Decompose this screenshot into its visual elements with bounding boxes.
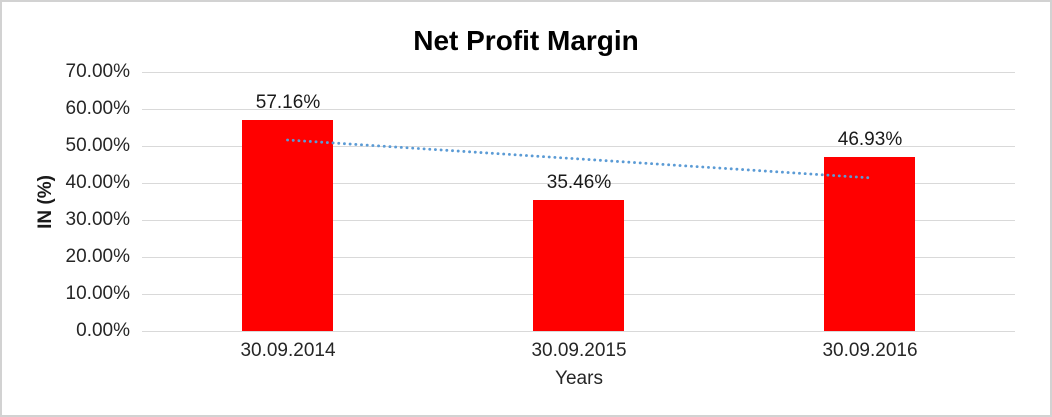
y-axis-tick-label: 10.00% [65, 283, 130, 304]
bar-30.09.2014[interactable] [242, 120, 333, 331]
bar-30.09.2016[interactable] [824, 157, 915, 331]
y-axis-tick-label: 50.00% [65, 135, 130, 156]
y-axis-tick-label: 70.00% [65, 61, 130, 82]
x-axis-tick-label: 30.09.2014 [240, 340, 336, 361]
x-axis-tick-label: 30.09.2016 [822, 340, 918, 361]
bar-30.09.2015[interactable] [533, 200, 624, 331]
gridline [142, 331, 1015, 332]
x-axis-title: Years [555, 368, 603, 389]
gridline [142, 72, 1015, 73]
y-axis-tick-label: 0.00% [76, 320, 130, 341]
data-label: 46.93% [837, 129, 903, 150]
gridline [142, 183, 1015, 184]
y-axis-tick-label: 30.00% [65, 209, 130, 230]
y-axis-tick-label: 40.00% [65, 172, 130, 193]
x-axis-tick-label: 30.09.2015 [531, 340, 627, 361]
y-axis-tick-label: 20.00% [65, 246, 130, 267]
y-axis-tick-label: 60.00% [65, 98, 130, 119]
gridline [142, 109, 1015, 110]
data-label: 35.46% [546, 172, 612, 193]
data-label: 57.16% [255, 92, 321, 113]
chart-title: Net Profit Margin [413, 25, 639, 56]
